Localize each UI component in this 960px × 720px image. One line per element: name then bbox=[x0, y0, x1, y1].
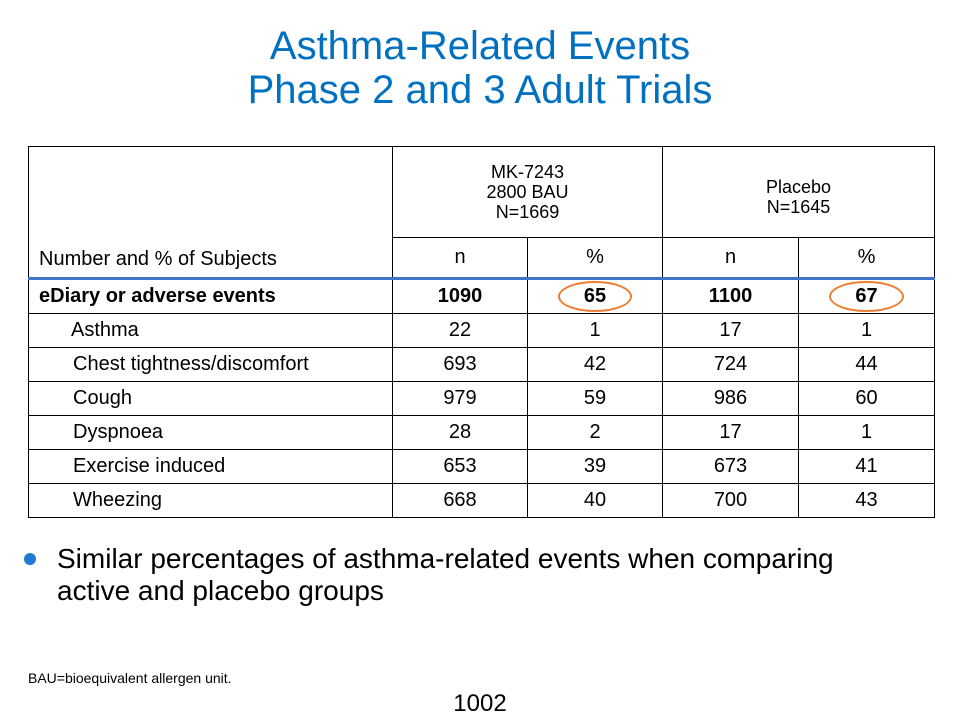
row-label: eDiary or adverse events bbox=[28, 277, 393, 314]
table-subheader-row: Number and % of Subjects n % n % bbox=[28, 237, 935, 280]
slide-title: Asthma-Related Events Phase 2 and 3 Adul… bbox=[0, 24, 960, 112]
subheader-placebo-percent: % bbox=[798, 237, 935, 280]
slide-title-line-1: Asthma-Related Events bbox=[269, 24, 691, 68]
group-placebo-line-2: N=1645 bbox=[766, 197, 831, 217]
row-label: Dyspnoea bbox=[28, 414, 393, 450]
cell-placebo-percent: 44 bbox=[798, 346, 935, 382]
table-row: Cough 979 59 986 60 bbox=[28, 380, 935, 416]
cell-placebo-n: 700 bbox=[662, 482, 799, 518]
cell-placebo-n: 986 bbox=[662, 380, 799, 416]
highlight-circle: 67 bbox=[829, 280, 905, 312]
table-row: Chest tightness/discomfort 693 42 724 44 bbox=[28, 346, 935, 382]
group-active-line-1: MK-7243 bbox=[490, 162, 565, 182]
footnote: BAU=bioequivalent allergen unit. bbox=[28, 670, 232, 686]
group-active-line-3: N=1669 bbox=[495, 202, 560, 222]
cell-active-n: 668 bbox=[392, 482, 528, 518]
table-row: Wheezing 668 40 700 43 bbox=[28, 482, 935, 518]
cell-active-n: 653 bbox=[392, 448, 528, 484]
group-active-line-2: 2800 BAU bbox=[486, 182, 569, 202]
cell-placebo-n: 1100 bbox=[662, 277, 799, 314]
cell-placebo-n: 673 bbox=[662, 448, 799, 484]
cell-active-percent: 2 bbox=[527, 414, 663, 450]
row-label: Exercise induced bbox=[28, 448, 393, 484]
cell-placebo-n: 724 bbox=[662, 346, 799, 382]
subheader-active-percent: % bbox=[527, 237, 663, 280]
asthma-events-table: MK-7243 2800 BAU N=1669 Placebo N=1645 N… bbox=[28, 146, 935, 518]
group-header-placebo: Placebo N=1645 bbox=[662, 146, 935, 238]
cell-active-percent: 59 bbox=[527, 380, 663, 416]
cell-active-percent: 42 bbox=[527, 346, 663, 382]
table-row: Exercise induced 653 39 673 41 bbox=[28, 448, 935, 484]
group-placebo-line-1: Placebo bbox=[765, 177, 832, 197]
table-corner-cell bbox=[28, 146, 393, 238]
subheader-active-n: n bbox=[392, 237, 528, 280]
table-group-header-row: MK-7243 2800 BAU N=1669 Placebo N=1645 bbox=[28, 146, 935, 238]
cell-active-percent: 65 bbox=[527, 277, 663, 314]
row-label: Wheezing bbox=[28, 482, 393, 518]
bullet-dot-icon bbox=[24, 553, 36, 565]
slide-title-line-2: Phase 2 and 3 Adult Trials bbox=[247, 68, 713, 112]
subheader-placebo-n: n bbox=[662, 237, 799, 280]
cell-active-percent: 1 bbox=[527, 312, 663, 348]
cell-active-percent: 40 bbox=[527, 482, 663, 518]
table-row: eDiary or adverse events 1090 65 1100 67 bbox=[28, 277, 935, 314]
cell-active-n: 693 bbox=[392, 346, 528, 382]
cell-active-percent: 39 bbox=[527, 448, 663, 484]
page-number: 1002 bbox=[453, 690, 507, 717]
cell-active-n: 22 bbox=[392, 312, 528, 348]
cell-placebo-percent: 60 bbox=[798, 380, 935, 416]
group-header-active: MK-7243 2800 BAU N=1669 bbox=[392, 146, 663, 238]
cell-placebo-percent: 43 bbox=[798, 482, 935, 518]
table-row: Asthma 22 1 17 1 bbox=[28, 312, 935, 348]
cell-placebo-n: 17 bbox=[662, 312, 799, 348]
corner-label: Number and % of Subjects bbox=[28, 237, 393, 280]
summary-bullet-text: Similar percentages of asthma-related ev… bbox=[57, 543, 834, 606]
row-label: Asthma bbox=[28, 312, 393, 348]
cell-placebo-percent: 1 bbox=[798, 312, 935, 348]
cell-placebo-n: 17 bbox=[662, 414, 799, 450]
cell-active-n: 979 bbox=[392, 380, 528, 416]
row-label: Cough bbox=[28, 380, 393, 416]
cell-placebo-percent: 41 bbox=[798, 448, 935, 484]
cell-active-n: 28 bbox=[392, 414, 528, 450]
row-label: Chest tightness/discomfort bbox=[28, 346, 393, 382]
cell-placebo-percent: 67 bbox=[798, 277, 935, 314]
cell-placebo-percent: 1 bbox=[798, 414, 935, 450]
cell-active-n: 1090 bbox=[392, 277, 528, 314]
table-row: Dyspnoea 28 2 17 1 bbox=[28, 414, 935, 450]
summary-bullet: Similar percentages of asthma-related ev… bbox=[24, 543, 904, 607]
highlight-circle: 65 bbox=[557, 280, 633, 312]
